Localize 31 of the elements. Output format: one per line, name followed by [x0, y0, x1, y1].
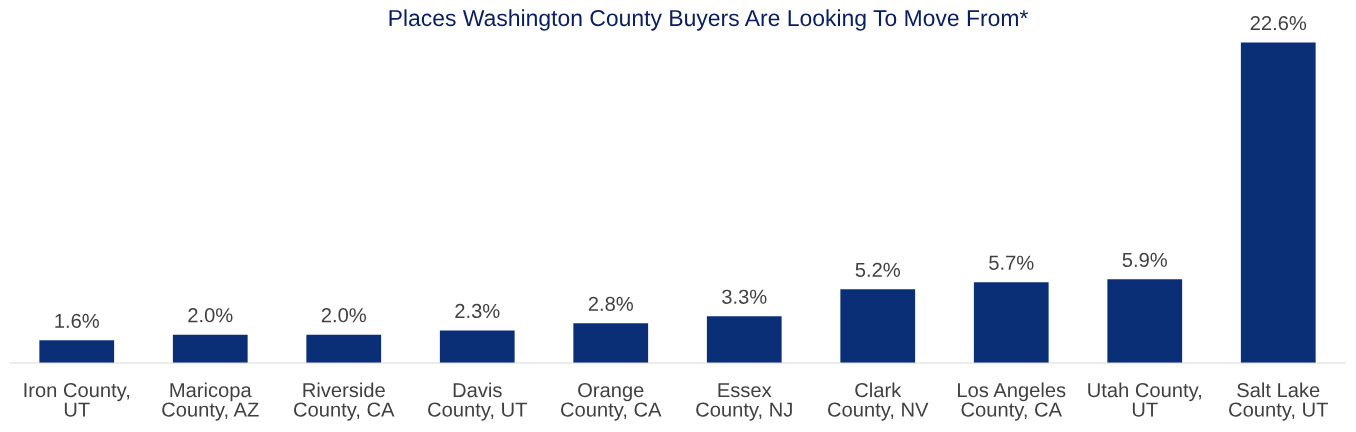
- bar: [1107, 279, 1183, 363]
- x-tick-label: Salt Lake County, UT: [1229, 382, 1328, 421]
- data-label: 2.3%: [455, 303, 500, 319]
- data-label: 5.7%: [989, 255, 1034, 270]
- x-tick-label: Orange County, CA: [561, 382, 662, 421]
- bar: [706, 316, 782, 363]
- data-label: 2.0%: [321, 308, 366, 323]
- data-label: 2.8%: [588, 296, 633, 311]
- x-tick-label: Riverside County, CA: [294, 382, 395, 421]
- x-tick-label: Iron County, UT: [24, 382, 130, 417]
- bar: [573, 323, 649, 363]
- bar: [1240, 42, 1316, 363]
- bar: [172, 334, 248, 363]
- x-tick-label: Los Angeles County, CA: [958, 382, 1066, 421]
- data-label: 1.6%: [55, 313, 99, 328]
- data-label: 2.0%: [188, 308, 233, 323]
- bar: [439, 330, 515, 363]
- data-label: 3.3%: [722, 289, 767, 304]
- x-tick-label: Maricopa County, AZ: [162, 382, 259, 421]
- data-label: 22.6%: [1250, 16, 1307, 31]
- bar: [840, 289, 916, 363]
- data-label: 5.2%: [855, 262, 900, 277]
- chart-title: Places Washington County Buyers Are Looking To Move From*: [389, 9, 1029, 31]
- x-tick-label: Essex County, NJ: [696, 383, 792, 421]
- data-label: 5.9%: [1122, 252, 1167, 268]
- x-tick-label: Davis County, UT: [428, 382, 527, 421]
- x-tick-label: Utah County, UT: [1088, 382, 1201, 417]
- bar: [306, 334, 382, 363]
- bar: [973, 282, 1049, 363]
- bar: [39, 340, 115, 363]
- x-tick-label: Clark County, NV: [828, 382, 929, 421]
